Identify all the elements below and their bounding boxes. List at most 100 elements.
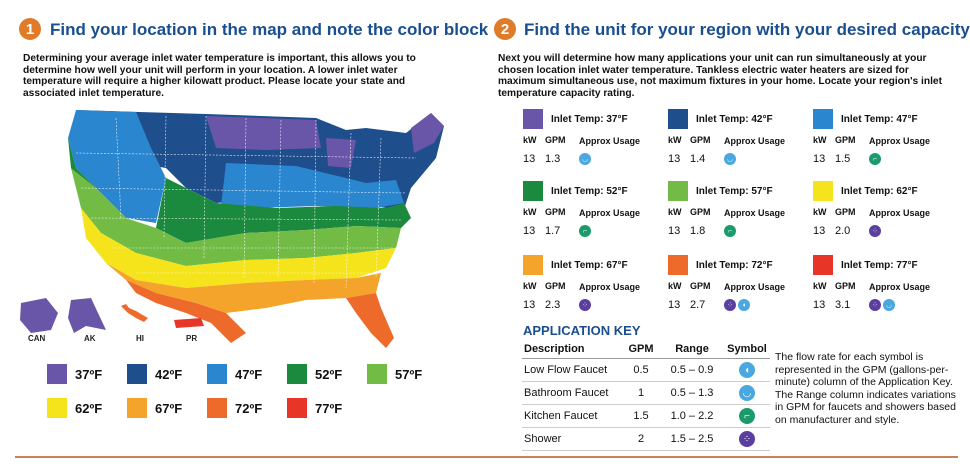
unit-header: Inlet Temp: 52°F (523, 180, 663, 202)
unit-color-swatch (523, 255, 543, 275)
unit-column-headers: kW GPM Approx Usage (668, 207, 808, 219)
unit-header: Inlet Temp: 42°F (668, 108, 808, 130)
value-usage: ◡ (724, 153, 808, 165)
shower-icon: ⁘ (724, 299, 736, 311)
legend-item: 77ºF (287, 398, 342, 418)
value-kw: 13 (668, 225, 681, 237)
cell-range: 0.5 – 0.9 (660, 358, 722, 382)
value-usage: ⁘ (579, 299, 663, 311)
shower-icon: ⁘ (579, 299, 591, 311)
bathroom-faucet-icon: ◡ (883, 299, 895, 311)
col-gpm: GPM (545, 207, 566, 217)
legend-label: 62ºF (75, 400, 103, 416)
col-kw: kW (813, 281, 827, 291)
table-row: Low Flow Faucet 0.5 0.5 – 0.9 ◖ (522, 358, 770, 382)
unit-header: Inlet Temp: 77°F (813, 254, 953, 276)
legend-label: 77ºF (315, 400, 343, 416)
cell-range: 0.5 – 1.3 (660, 381, 722, 405)
value-gpm: 1.7 (545, 225, 561, 237)
legend-item: 52ºF (287, 364, 342, 384)
step-2-badge: 2 (494, 18, 516, 40)
cell-symbol: ⌐ (722, 404, 770, 428)
legend-item: 42ºF (127, 364, 182, 384)
inset-alaska (68, 298, 106, 333)
col-gpm: GPM (690, 207, 711, 217)
header-range: Range (660, 340, 722, 359)
section-1-intro: Determining your average inlet water tem… (23, 53, 416, 99)
unit-values: 13 1.4 ◡ (668, 152, 808, 166)
col-usage: Approx Usage (869, 136, 931, 146)
cell-range: 1.5 – 2.5 (660, 427, 722, 451)
unit-title: Inlet Temp: 72°F (696, 259, 773, 271)
table-row: Shower 2 1.5 – 2.5 ⁘ (522, 427, 770, 451)
band-72b (346, 293, 394, 348)
legend-item: 57ºF (367, 364, 422, 384)
unit-header: Inlet Temp: 67°F (523, 254, 663, 276)
col-gpm: GPM (835, 281, 856, 291)
unit-values: 13 2.7 ⁘ ◖ (668, 298, 808, 312)
col-gpm: GPM (835, 135, 856, 145)
unit-title: Inlet Temp: 77°F (841, 259, 918, 271)
application-key-header-row: Description GPM Range Symbol (522, 340, 770, 359)
table-row: Bathroom Faucet 1 0.5 – 1.3 ◡ (522, 381, 770, 405)
legend-swatch (47, 398, 67, 418)
unit-column-headers: kW GPM Approx Usage (668, 135, 808, 147)
unit-card: Inlet Temp: 37°F kW GPM Approx Usage 13 1.3 ◡ (523, 108, 663, 166)
unit-column-headers: kW GPM Approx Usage (813, 281, 953, 293)
band-37b (411, 113, 444, 153)
col-gpm: GPM (545, 281, 566, 291)
value-kw: 13 (523, 225, 536, 237)
cell-gpm: 1 (620, 381, 660, 405)
col-kw: kW (668, 207, 682, 217)
col-usage: Approx Usage (724, 136, 786, 146)
band-72 (126, 280, 246, 343)
low-flow-faucet-icon: ◖ (738, 299, 750, 311)
unit-values: 13 3.1 ⁘ ◡ (813, 298, 953, 312)
unit-values: 13 1.5 ⌐ (813, 152, 953, 166)
unit-color-swatch (813, 181, 833, 201)
unit-header: Inlet Temp: 37°F (523, 108, 663, 130)
cell-symbol: ⁘ (722, 427, 770, 451)
value-gpm: 1.3 (545, 153, 561, 165)
legend-label: 57ºF (395, 366, 423, 382)
unit-card: Inlet Temp: 72°F kW GPM Approx Usage 13 2.7 ⁘ ◖ (668, 254, 808, 312)
legend-label: 52ºF (315, 366, 343, 382)
value-gpm: 2.0 (835, 225, 851, 237)
header-gpm: GPM (620, 340, 660, 359)
legend-swatch (287, 398, 307, 418)
col-usage: Approx Usage (579, 208, 641, 218)
unit-header: Inlet Temp: 72°F (668, 254, 808, 276)
unit-values: 13 2.0 ⁘ (813, 224, 953, 238)
unit-column-headers: kW GPM Approx Usage (523, 135, 663, 147)
col-usage: Approx Usage (724, 282, 786, 292)
header-description: Description (522, 340, 620, 359)
unit-card: Inlet Temp: 62°F kW GPM Approx Usage 13 2.0 ⁘ (813, 180, 953, 238)
application-key-table: Description GPM Range Symbol Low Flow Fa… (522, 340, 770, 451)
shower-icon: ⁘ (869, 299, 881, 311)
legend-label: 42ºF (155, 366, 183, 382)
cell-symbol: ◡ (722, 381, 770, 405)
unit-card: Inlet Temp: 67°F kW GPM Approx Usage 13 2.3 ⁘ (523, 254, 663, 312)
legend-item: 67ºF (127, 398, 182, 418)
value-gpm: 1.8 (690, 225, 706, 237)
bathroom-faucet-icon: ◡ (724, 153, 736, 165)
inset-label-hi: HI (136, 334, 144, 343)
unit-values: 13 2.3 ⁘ (523, 298, 663, 312)
value-kw: 13 (668, 299, 681, 311)
cell-description: Bathroom Faucet (522, 381, 620, 405)
legend-swatch (127, 398, 147, 418)
col-usage: Approx Usage (579, 136, 641, 146)
unit-header: Inlet Temp: 62°F (813, 180, 953, 202)
unit-color-swatch (668, 255, 688, 275)
inset-label-can: CAN (28, 334, 46, 343)
section-2-title: Find the unit for your region with your … (524, 20, 970, 39)
col-kw: kW (523, 135, 537, 145)
bathroom-faucet-icon: ◡ (579, 153, 591, 165)
bottom-divider (15, 456, 958, 458)
step-1-badge: 1 (19, 18, 41, 40)
header-symbol: Symbol (722, 340, 770, 359)
col-usage: Approx Usage (869, 282, 931, 292)
legend-swatch (127, 364, 147, 384)
legend-item: 47ºF (207, 364, 262, 384)
us-inlet-temperature-map: CAN AK HI PR (16, 108, 456, 358)
